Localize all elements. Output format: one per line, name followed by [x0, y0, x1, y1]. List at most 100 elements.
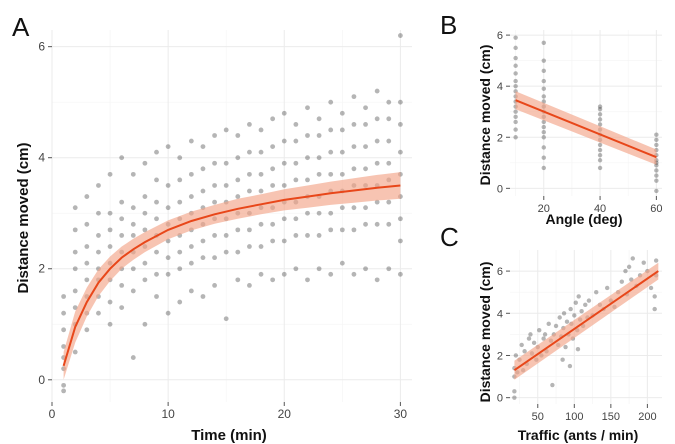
data-point	[363, 105, 368, 111]
data-point	[513, 83, 518, 89]
data-point	[597, 147, 603, 153]
data-point	[72, 205, 78, 211]
data-point	[84, 277, 90, 283]
data-point	[397, 238, 403, 244]
data-point	[258, 244, 264, 249]
data-point	[200, 188, 206, 194]
data-point	[177, 155, 183, 161]
data-point	[374, 160, 380, 166]
data-point	[541, 135, 546, 140]
data-point	[531, 340, 537, 346]
data-point	[212, 183, 217, 188]
data-point	[247, 149, 252, 155]
data-point	[513, 135, 518, 140]
fit-line	[515, 99, 657, 159]
data-point	[154, 249, 159, 255]
data-point	[316, 116, 322, 122]
x-tick-label: 150	[602, 411, 620, 423]
data-point	[513, 45, 518, 51]
data-point	[363, 144, 368, 149]
data-point	[351, 94, 357, 100]
data-point	[258, 188, 264, 194]
data-point	[96, 183, 101, 188]
data-point	[84, 260, 90, 266]
data-point	[258, 221, 264, 227]
data-point	[654, 137, 659, 143]
data-point	[572, 313, 577, 318]
x-tick-label: 50	[532, 411, 544, 423]
data-point	[397, 99, 403, 105]
data-point	[235, 133, 241, 138]
data-point	[386, 266, 392, 272]
data-point	[541, 58, 546, 63]
data-point	[397, 33, 403, 38]
x-tick-label: 100	[565, 411, 583, 423]
data-point	[200, 166, 206, 172]
data-point	[305, 177, 310, 183]
data-point	[270, 238, 276, 244]
panel-b-ticks: 20 40 60 0 2 4 6	[497, 30, 663, 215]
data-point	[537, 327, 542, 333]
data-point	[513, 114, 518, 120]
data-point	[96, 210, 101, 216]
data-point	[363, 121, 368, 127]
data-point	[96, 310, 101, 316]
data-point	[281, 271, 287, 277]
data-point	[374, 138, 380, 144]
data-point	[512, 395, 517, 400]
data-point	[363, 221, 368, 227]
data-point	[130, 355, 136, 360]
y-tick-label: 2	[497, 350, 503, 362]
data-point	[386, 99, 392, 105]
data-point	[165, 144, 171, 149]
data-point	[541, 336, 546, 341]
x-tick-label: 40	[594, 203, 606, 215]
data-point	[513, 78, 518, 84]
panel-b-letter: B	[440, 10, 457, 40]
data-point	[597, 104, 603, 109]
data-point	[386, 199, 392, 205]
data-point	[541, 119, 546, 125]
x-tick-label: 10	[161, 407, 175, 421]
data-point	[654, 132, 659, 137]
data-point	[328, 210, 334, 216]
data-point	[223, 160, 229, 166]
data-point	[200, 238, 206, 244]
data-point	[72, 266, 78, 272]
data-point	[339, 227, 345, 233]
data-point	[363, 266, 368, 272]
data-point	[154, 149, 159, 155]
data-point	[107, 171, 113, 177]
data-point	[526, 336, 532, 341]
data-point	[270, 183, 276, 188]
data-point	[119, 155, 125, 161]
data-point	[247, 283, 252, 288]
data-point	[513, 35, 518, 40]
data-point	[305, 233, 310, 238]
data-point	[223, 183, 229, 188]
data-point	[165, 183, 171, 188]
data-point	[579, 308, 584, 314]
data-point	[513, 127, 518, 132]
data-point	[72, 349, 78, 355]
x-tick-label: 200	[638, 411, 656, 423]
data-point	[130, 266, 136, 272]
data-point	[247, 121, 252, 127]
data-point	[223, 127, 229, 133]
data-point	[597, 106, 603, 112]
y-tick-label: 4	[497, 308, 503, 320]
data-point	[374, 221, 380, 227]
data-point	[397, 216, 403, 222]
data-point	[107, 244, 113, 249]
data-point	[130, 205, 136, 211]
data-point	[235, 227, 241, 233]
data-point	[652, 294, 657, 299]
data-point	[119, 305, 125, 311]
data-point	[177, 199, 183, 205]
data-point	[281, 160, 287, 166]
data-point	[72, 288, 78, 294]
data-point	[550, 382, 555, 388]
x-tick-label: 0	[49, 407, 56, 421]
data-point	[281, 183, 287, 188]
data-point	[293, 121, 299, 127]
